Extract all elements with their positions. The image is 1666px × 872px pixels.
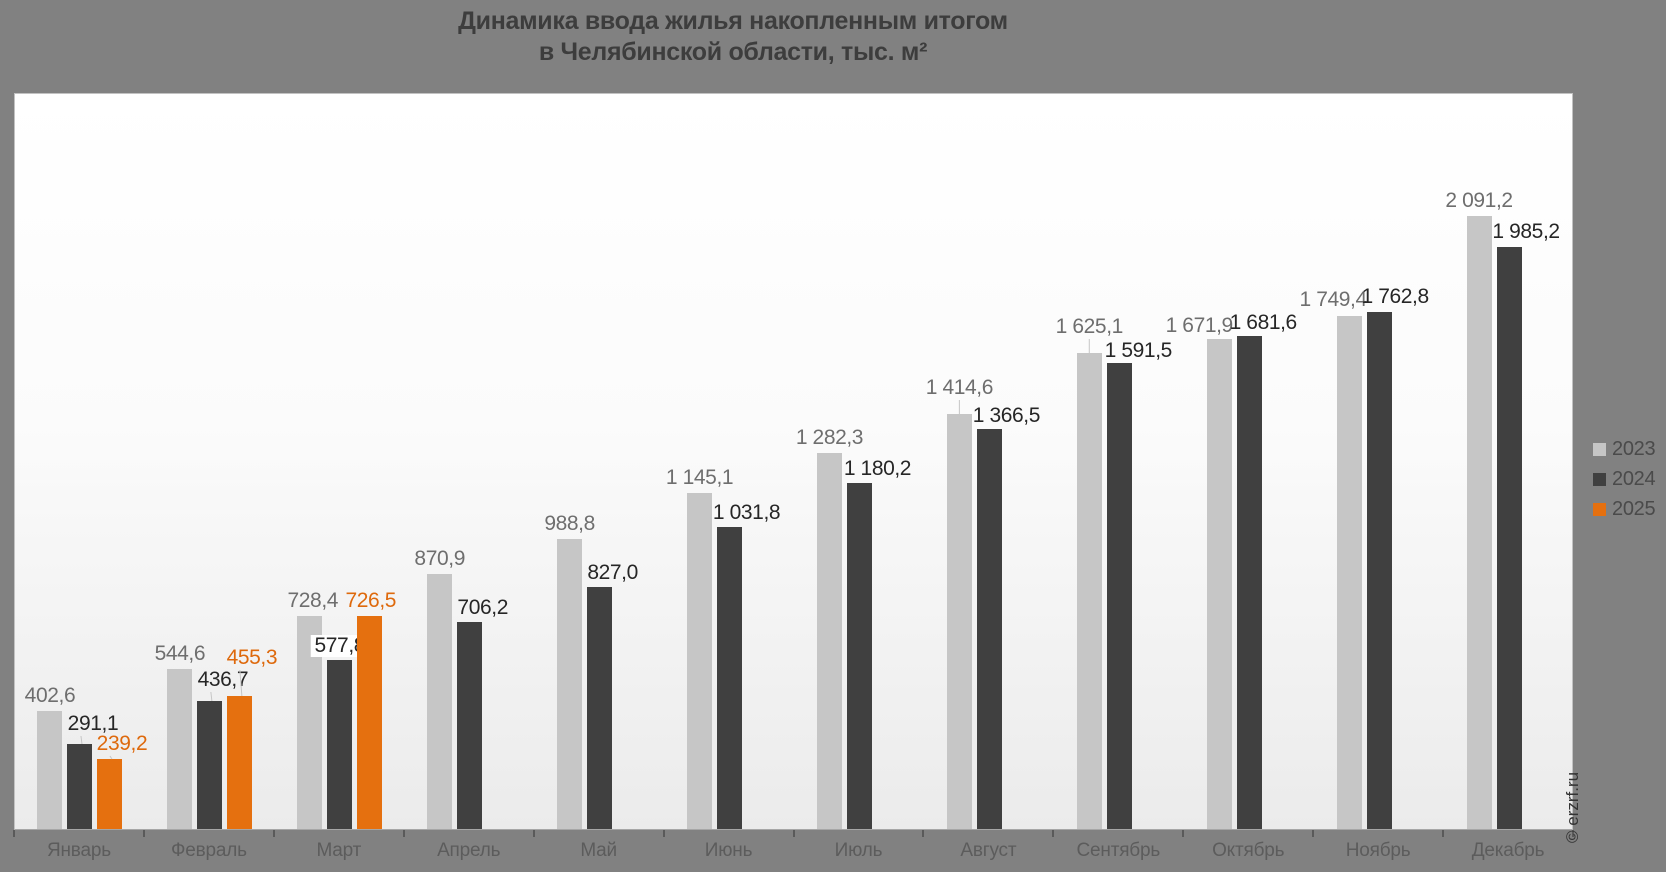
x-axis-tick bbox=[533, 830, 535, 837]
x-axis-label-Июнь: Июнь bbox=[704, 840, 753, 861]
x-axis-label-Октябрь: Октябрь bbox=[1212, 840, 1285, 861]
x-axis-tick bbox=[1182, 830, 1184, 837]
value-label-2023-Сентябрь: 1 625,1 bbox=[1055, 315, 1124, 338]
bar-2024-Май bbox=[587, 587, 613, 829]
value-label-2024-Ноябрь: 1 762,8 bbox=[1361, 285, 1429, 308]
bar-2025-Март bbox=[357, 616, 383, 829]
bar-2024-Февраль bbox=[197, 701, 223, 829]
x-axis-tick bbox=[663, 830, 665, 837]
bar-2023-Сентябрь bbox=[1076, 353, 1102, 829]
value-label-2024-Апрель: 706,2 bbox=[457, 596, 508, 619]
value-label-2024-Август: 1 366,5 bbox=[972, 404, 1041, 427]
legend-item-2025: 2025 bbox=[1593, 494, 1656, 524]
x-axis-label-Июль: Июль bbox=[834, 840, 883, 861]
bar-2025-Февраль bbox=[227, 696, 253, 829]
value-label-2023-Ноябрь: 1 749,4 bbox=[1299, 288, 1367, 311]
bar-2023-Апрель bbox=[427, 574, 453, 829]
bar-2024-Ноябрь bbox=[1366, 312, 1392, 829]
x-axis-tick bbox=[1572, 830, 1574, 837]
value-label-2025-Январь: 239,2 bbox=[96, 732, 148, 755]
legend-item-2024: 2024 bbox=[1593, 464, 1656, 494]
legend-item-2023: 2023 bbox=[1593, 434, 1656, 464]
bar-2024-Январь bbox=[67, 744, 93, 829]
plot-area: 402,6 291,1 239,2 544,6 436,7 455,3 728,4 577,8… bbox=[14, 93, 1573, 830]
bar-2024-Сентябрь bbox=[1106, 363, 1132, 829]
value-label-2023-Март: 728,4 bbox=[287, 589, 339, 612]
bar-2025-Январь bbox=[97, 759, 123, 829]
bar-2023-Декабрь bbox=[1466, 216, 1492, 829]
value-label-2024-Май: 827,0 bbox=[587, 561, 638, 584]
bar-2023-Июль bbox=[816, 453, 842, 829]
legend-swatch-2023 bbox=[1593, 442, 1606, 456]
value-label-2023-Октябрь: 1 671,9 bbox=[1165, 314, 1234, 337]
value-label-2025-Март: 726,5 bbox=[345, 589, 397, 612]
bar-2024-Апрель bbox=[457, 622, 483, 829]
x-axis-tick bbox=[1442, 830, 1444, 837]
bar-2024-Июнь bbox=[717, 527, 743, 829]
bar-2023-Май bbox=[557, 539, 583, 829]
value-label-2024-Сентябрь: 1 591,5 bbox=[1104, 339, 1173, 362]
bar-2023-Октябрь bbox=[1206, 339, 1232, 829]
x-axis-label-Сентябрь: Сентябрь bbox=[1076, 840, 1161, 861]
value-label-2023-Декабрь: 2 091,2 bbox=[1445, 189, 1513, 212]
value-label-2023-Август: 1 414,6 bbox=[925, 376, 994, 399]
x-axis-tick bbox=[403, 830, 405, 837]
legend-label-2025: 2025 bbox=[1612, 497, 1656, 520]
x-axis-tick bbox=[922, 830, 924, 837]
legend-label-2024: 2024 bbox=[1612, 467, 1656, 490]
legend-swatch-2024 bbox=[1593, 472, 1606, 486]
x-axis-tick bbox=[13, 830, 15, 837]
x-axis-label-Апрель: Апрель bbox=[437, 840, 501, 861]
chart-title-line2: в Челябинской области, тыс. м² bbox=[538, 38, 928, 66]
value-label-2023-Июль: 1 282,3 bbox=[795, 426, 864, 449]
bar-2023-Июнь bbox=[687, 493, 713, 829]
x-axis-tick bbox=[793, 830, 795, 837]
value-label-2023-Июнь: 1 145,1 bbox=[665, 466, 734, 489]
legend: 2023 2024 2025 bbox=[1593, 434, 1656, 524]
bar-2023-Февраль bbox=[167, 669, 193, 829]
bar-2024-Март bbox=[327, 660, 353, 829]
bar-2024-Октябрь bbox=[1236, 336, 1262, 829]
bar-2024-Июль bbox=[846, 483, 872, 829]
value-label-2024-Январь: 291,1 bbox=[67, 712, 119, 735]
x-axis-tick bbox=[1052, 830, 1054, 837]
x-axis-label-Январь: Январь bbox=[46, 840, 111, 861]
x-axis-label-Май: Май bbox=[580, 840, 617, 861]
value-label-2024-Март: 577,8 bbox=[310, 635, 370, 657]
legend-label-2023: 2023 bbox=[1612, 437, 1656, 460]
x-axis-label-Февраль: Февраль bbox=[170, 840, 247, 861]
bar-2024-Декабрь bbox=[1496, 247, 1522, 829]
value-label-2023-Февраль: 544,6 bbox=[154, 642, 206, 665]
x-axis-label-Ноябрь: Ноябрь bbox=[1345, 840, 1411, 861]
legend-swatch-2025 bbox=[1593, 502, 1606, 516]
chart-title: Динамика ввода жилья накопленным итогом … bbox=[0, 6, 1466, 68]
value-label-2024-Июль: 1 180,2 bbox=[843, 457, 912, 480]
x-axis-tick bbox=[273, 830, 275, 837]
x-axis-label-Декабрь: Декабрь bbox=[1471, 840, 1545, 861]
value-label-2024-Июнь: 1 031,8 bbox=[712, 501, 781, 524]
value-label-2024-Февраль: 436,7 bbox=[197, 668, 249, 691]
x-axis-label-Август: Август bbox=[960, 840, 1017, 861]
value-label-2023-Апрель: 870,9 bbox=[414, 547, 465, 570]
value-label-2023-Май: 988,8 bbox=[544, 512, 595, 535]
bar-2023-Январь bbox=[37, 711, 63, 829]
bar-2023-Ноябрь bbox=[1336, 316, 1362, 829]
x-axis-tick bbox=[1312, 830, 1314, 837]
value-label-2024-Октябрь: 1 681,6 bbox=[1229, 311, 1298, 334]
bar-2024-Август bbox=[976, 429, 1002, 829]
x-axis-tick bbox=[143, 830, 145, 837]
value-label-2025-Февраль: 455,3 bbox=[226, 646, 278, 669]
value-label-2023-Январь: 402,6 bbox=[24, 684, 76, 707]
x-axis-label-Март: Март bbox=[316, 840, 362, 861]
bar-2023-Август bbox=[946, 414, 972, 829]
value-label-2024-Декабрь: 1 985,2 bbox=[1492, 220, 1560, 243]
chart-title-line1: Динамика ввода жилья накопленным итогом bbox=[458, 7, 1008, 35]
watermark-copyright: © erzrf.ru bbox=[1563, 771, 1582, 843]
